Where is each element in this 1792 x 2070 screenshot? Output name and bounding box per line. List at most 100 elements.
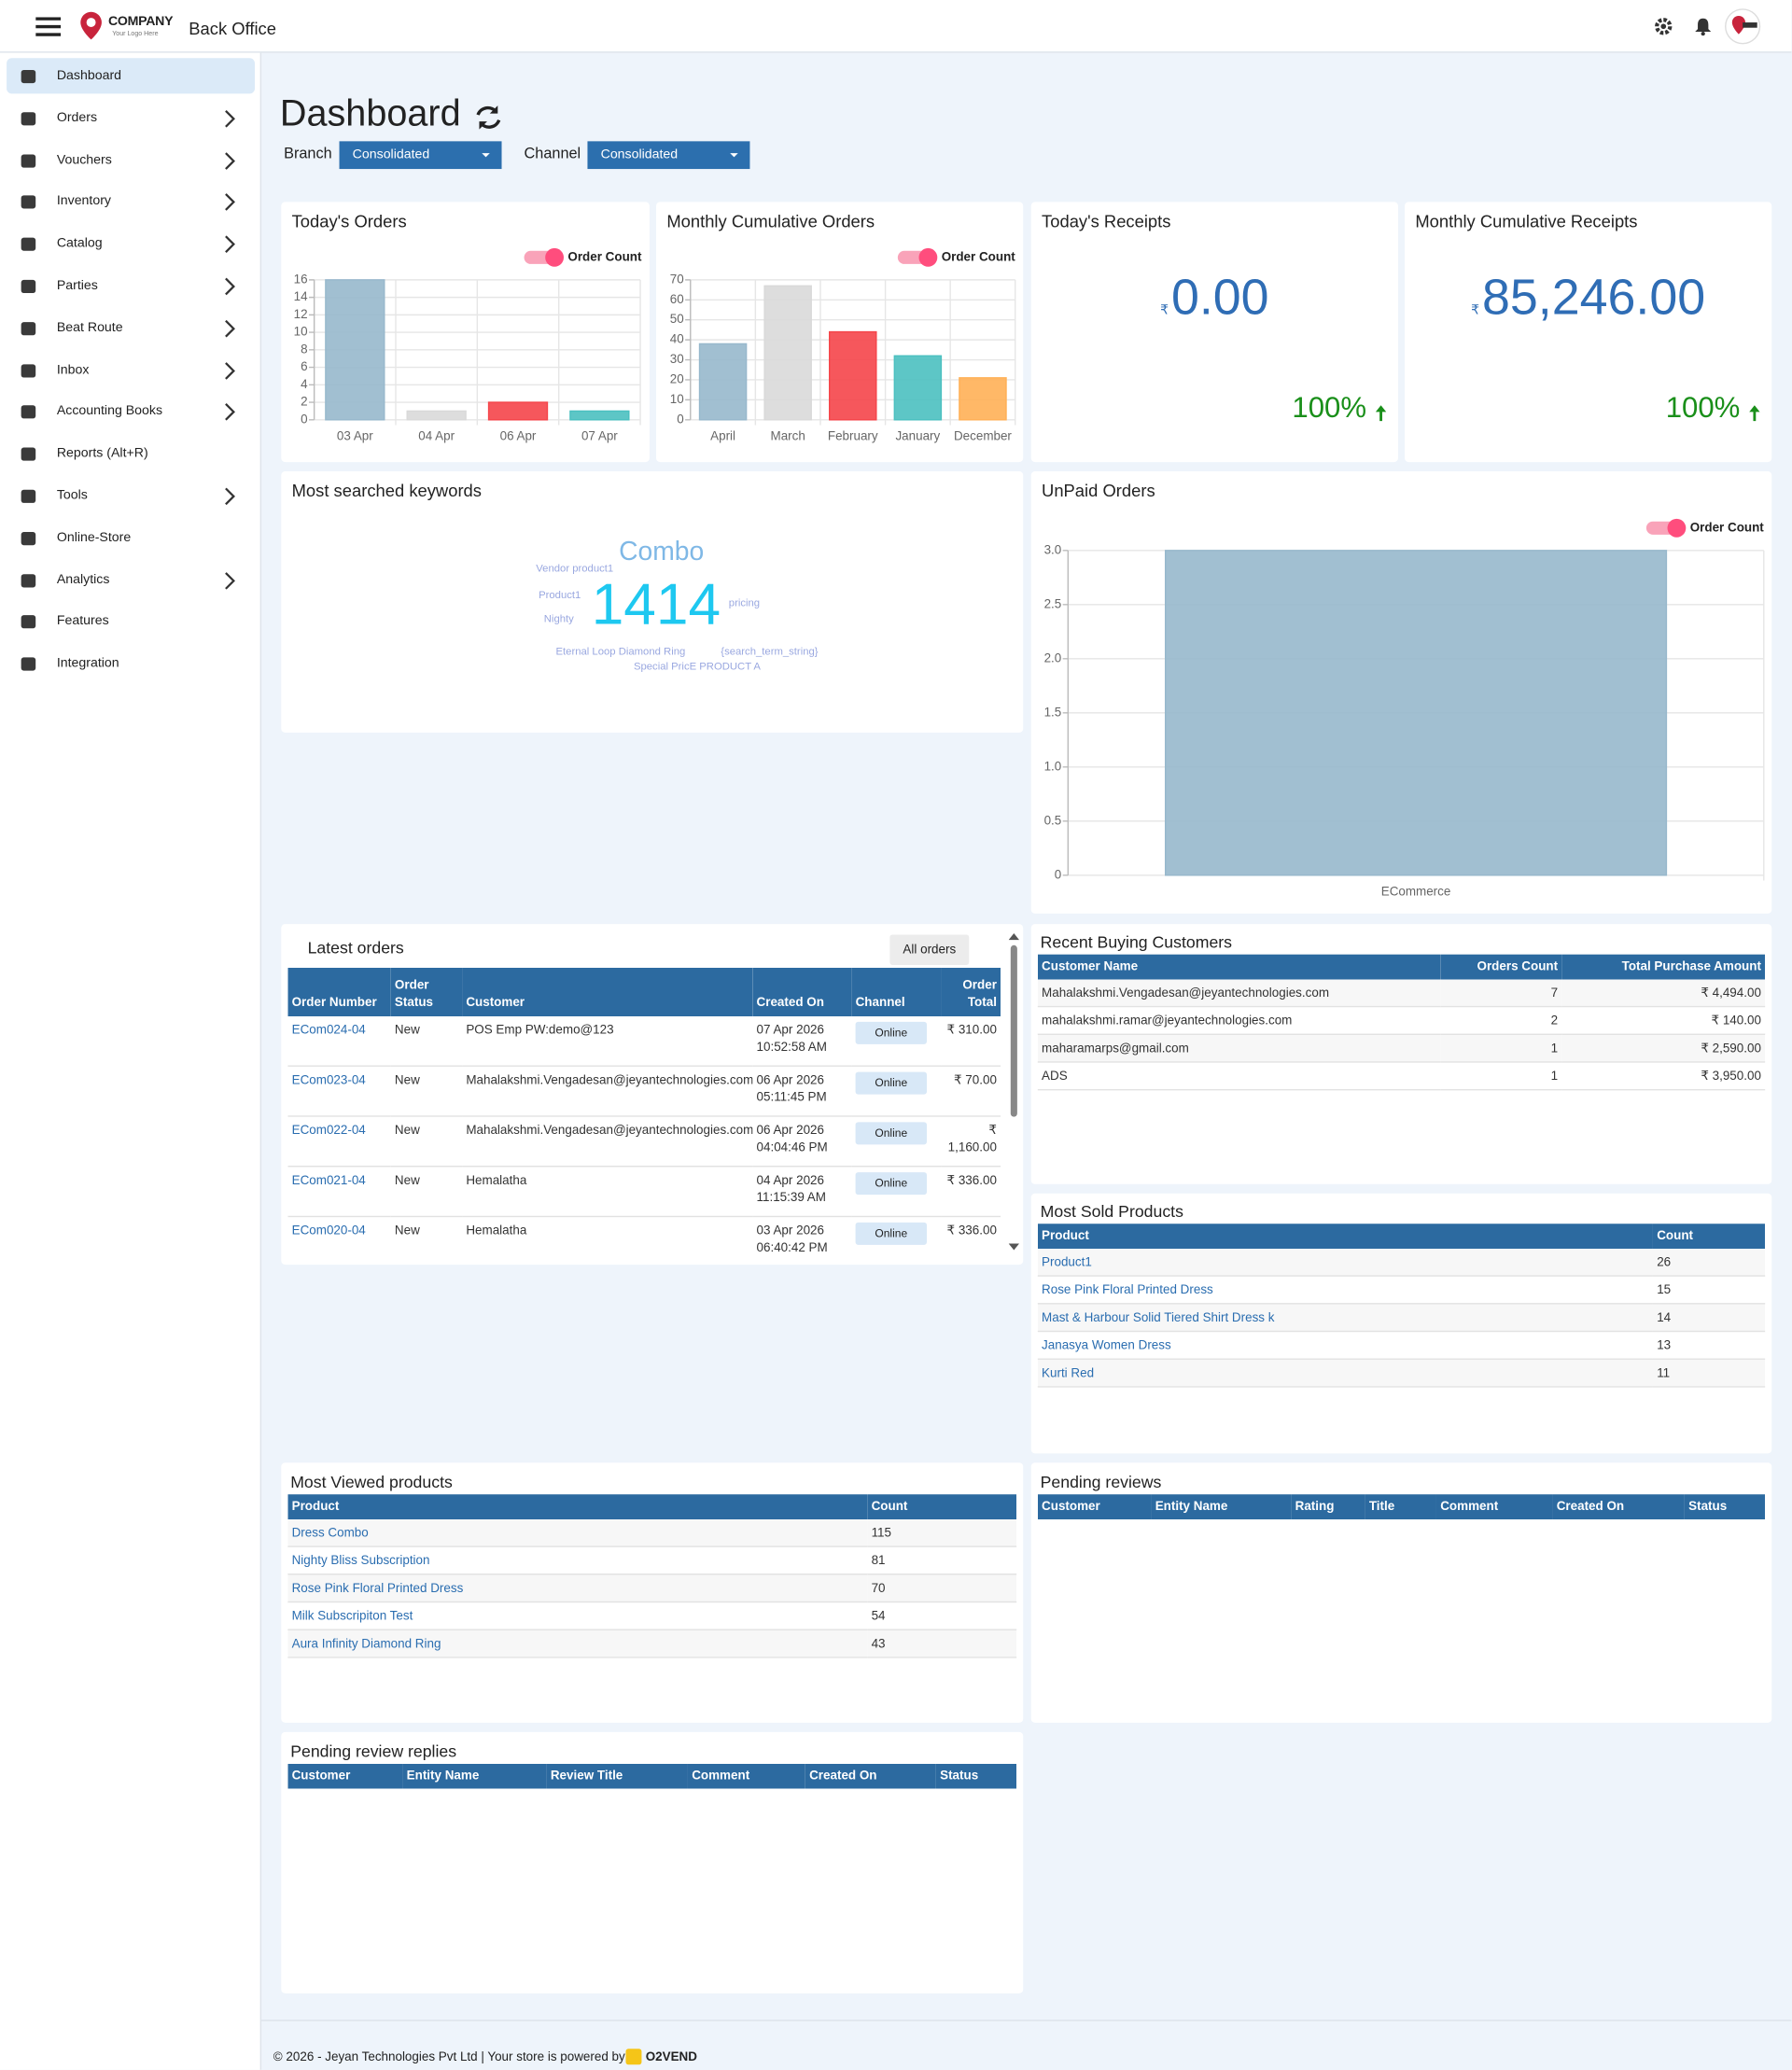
filter-dropdown[interactable]: Consolidated	[587, 141, 750, 170]
menu-icon-shape	[21, 363, 36, 377]
menu-item[interactable]: Inventory	[7, 184, 255, 219]
table-cell: ₹ 140.00	[1561, 1006, 1766, 1035]
keyword[interactable]: Product1	[539, 590, 581, 601]
menu-item[interactable]: Online-Store	[7, 520, 255, 555]
menu-item[interactable]: Accounting Books	[7, 394, 255, 429]
cell-text: 43	[871, 1636, 886, 1651]
y-tick-label: 1.0	[1044, 759, 1062, 773]
receipt-change: 100%	[1665, 390, 1741, 425]
menu-label: Parties	[56, 278, 98, 294]
user-avatar[interactable]	[1724, 7, 1761, 45]
row-link[interactable]: ECom020-04	[291, 1224, 366, 1238]
row-link[interactable]: ECom023-04	[291, 1072, 366, 1088]
cell-text: Mahalakshmi.Vengadesan@jeyantechnologies…	[466, 1123, 753, 1139]
table-cell: 14	[1652, 1303, 1766, 1333]
chart-title: Monthly Cumulative Orders	[666, 211, 875, 231]
menu-item[interactable]: Parties	[7, 268, 255, 303]
keyword[interactable]: Vendor product1	[536, 564, 613, 575]
row-link[interactable]: Rose Pink Floral Printed Dress	[291, 1580, 464, 1596]
row-link[interactable]: Milk Subscripiton Test	[291, 1608, 413, 1624]
chevron	[225, 235, 235, 254]
row-link[interactable]: Product1	[1042, 1254, 1092, 1270]
bar	[763, 285, 812, 421]
y-tick-label: 12	[294, 307, 308, 321]
menu-label: Integration	[56, 656, 119, 671]
menu-icon	[21, 657, 36, 671]
menu-icon	[21, 237, 36, 252]
table-row: maharamarps@gmail.com 1 ₹ 2,590.00	[1037, 1034, 1766, 1063]
menu-icon	[21, 615, 36, 629]
row-link[interactable]: Mast & Harbour Solid Tiered Shirt Dress …	[1042, 1309, 1275, 1325]
menu-icon-shape	[21, 531, 36, 545]
y-tick-label: 0	[677, 412, 683, 426]
menu-icon-shape	[21, 657, 36, 671]
submenu-arrow	[225, 277, 235, 296]
cell-text: New	[394, 1173, 420, 1189]
table-cell: ₹ 336.00	[941, 1216, 1001, 1257]
logo-icon	[80, 11, 102, 40]
row-link[interactable]: Kurti Red	[1042, 1365, 1095, 1380]
keyword[interactable]: Nighty	[544, 613, 574, 624]
cell-text: 7	[1550, 985, 1559, 1000]
keyword[interactable]: 1414	[592, 573, 721, 637]
row-link[interactable]: Nighty Bliss Subscription	[291, 1553, 430, 1568]
table-cell: Mahalakshmi.Vengadesan@jeyantechnologies…	[462, 1066, 753, 1117]
cell-text: 81	[871, 1553, 886, 1568]
row-link[interactable]: ECom022-04	[291, 1123, 366, 1139]
menu-item[interactable]: Beat Route	[7, 310, 255, 345]
menu-item[interactable]: Orders	[7, 100, 255, 135]
keyword[interactable]: Eternal Loop Diamond Ring	[556, 647, 686, 658]
keyword[interactable]: pricing	[729, 597, 760, 608]
keyword[interactable]: Combo	[619, 536, 704, 566]
table-cell: Janasya Women Dress	[1037, 1331, 1653, 1360]
scrollbar	[1008, 930, 1019, 1254]
menu-item[interactable]: Dashboard	[7, 58, 255, 94]
menu-item[interactable]: Inbox	[7, 352, 255, 387]
column-header: Order Status	[390, 967, 463, 1017]
cell-text: Hemalatha	[466, 1173, 527, 1189]
bar	[325, 279, 385, 421]
bar	[487, 401, 549, 421]
row-link[interactable]: Rose Pink Floral Printed Dress	[1042, 1282, 1213, 1297]
row-link[interactable]: ECom024-04	[291, 1023, 366, 1038]
settings-icon[interactable]	[1654, 17, 1673, 35]
cell-text: 26	[1657, 1254, 1672, 1270]
keyword[interactable]: Special PricE PRODUCT A	[634, 661, 761, 672]
menu-item[interactable]: Integration	[7, 646, 255, 681]
menu-item[interactable]: Features	[7, 604, 255, 639]
menu-item[interactable]: Analytics	[7, 562, 255, 597]
row-link[interactable]: Aura Infinity Diamond Ring	[291, 1636, 441, 1651]
word-cloud: Combo Vendor product1 Product1 Nighty 1414 pr…	[536, 536, 818, 672]
menu-label: Vouchers	[56, 152, 112, 168]
y-tick-label: 8	[301, 342, 307, 356]
table-row: ECom021-04 New Hemalatha 04 Apr 2026 11:15:…	[287, 1166, 1001, 1218]
menu-icon	[21, 573, 36, 587]
cell-text: maharamarps@gmail.com	[1042, 1041, 1189, 1056]
row-link[interactable]: Janasya Women Dress	[1042, 1337, 1171, 1353]
row-link[interactable]: Dress Combo	[291, 1525, 369, 1541]
refresh-icon[interactable]	[474, 103, 503, 132]
menu-item[interactable]: Vouchers	[7, 142, 255, 177]
column-header: Rating	[1291, 1494, 1365, 1520]
x-tick-label: 06 Apr	[500, 429, 537, 443]
notifications-icon[interactable]	[1694, 17, 1713, 36]
menu-item[interactable]: Tools	[7, 478, 255, 513]
y-tick-label: 50	[670, 312, 684, 326]
table-row: Aura Infinity Diamond Ring 43	[287, 1629, 1017, 1658]
menu-icon-shape	[21, 111, 36, 126]
menu-label: Inbox	[56, 362, 90, 377]
cell-text: 11	[1657, 1365, 1671, 1380]
submenu-arrow	[225, 403, 235, 422]
keyword[interactable]: {search_term_string}	[721, 647, 818, 658]
column-header: Created On	[752, 967, 852, 1017]
header-row: Order Number Order Status Customer Created …	[287, 967, 1001, 1017]
menu-item[interactable]: Catalog	[7, 226, 255, 261]
row-link[interactable]: ECom021-04	[291, 1173, 366, 1189]
menu-toggle[interactable]	[35, 17, 62, 38]
menu-label: Orders	[56, 110, 98, 126]
filter-dropdown[interactable]: Consolidated	[339, 141, 502, 170]
column-header: Orders Count	[1440, 954, 1562, 980]
menu-item[interactable]: Reports (Alt+R)	[7, 436, 255, 471]
all-orders-button[interactable]: All orders	[889, 934, 970, 965]
